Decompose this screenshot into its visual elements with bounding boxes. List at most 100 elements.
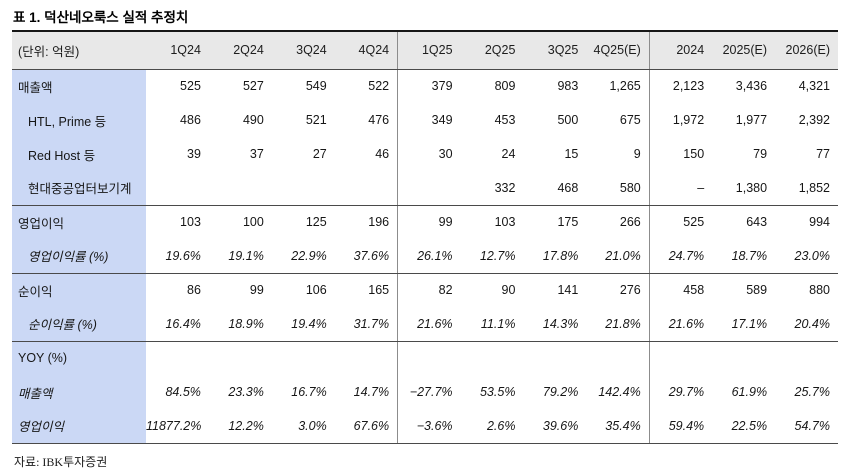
table-body: 매출액 525 527 549 522 379 809 983 1,265 2,123 3,436 4… — [12, 69, 838, 444]
value-cell: 39.6% — [523, 409, 587, 444]
value-cell: 100 — [242, 215, 264, 230]
column-header: 1Q25 — [397, 32, 461, 70]
value-cell: 30 — [397, 137, 461, 171]
row-label: HTL, Prime 등 — [12, 103, 146, 137]
value-cell: 589 — [746, 283, 768, 298]
value-cell: 125 — [305, 215, 327, 230]
column-header: 3Q24 — [271, 32, 335, 70]
row-label: 현대중공업터보기계 — [12, 171, 146, 206]
value-cell: 21.6% — [648, 307, 713, 342]
value-cell: 675 — [619, 113, 641, 127]
value-cell — [712, 341, 775, 375]
value-cell: 99 — [397, 205, 461, 239]
table-row: 영업이익 103 100 125 196 99 103 175 266 525 643 994 — [12, 205, 838, 239]
row-label: Red Host 등 — [12, 137, 146, 171]
value-cell: 103 — [180, 215, 201, 230]
value-cell: 500 — [557, 113, 579, 127]
row-label: 순이익률 (%) — [12, 307, 146, 342]
table-row: 순이익률 (%) 16.4% 18.9% 19.4% 31.7% 21.6% 11.1% 14… — [12, 307, 838, 342]
value-cell: 27 — [312, 147, 327, 161]
value-cell: 103 — [494, 215, 516, 230]
value-cell: 22.9% — [271, 239, 335, 274]
value-cell: 67.6% — [334, 409, 398, 444]
value-cell: 490 — [242, 113, 264, 127]
table-row: 매출액 84.5% 23.3% 16.7% 14.7% −27.7% 53.5% 79.2% 1… — [12, 375, 838, 409]
header-row: (단위: 억원) 1Q24 2Q24 3Q24 4Q24 1Q25 2Q25 3Q25 4Q2… — [12, 32, 838, 70]
row-label: YOY (%) — [12, 341, 146, 375]
value-cell: 54.7% — [775, 409, 838, 444]
value-cell: 12.7% — [460, 239, 524, 274]
value-cell: 19.6% — [146, 239, 209, 274]
value-cell: 17.8% — [523, 239, 587, 274]
value-cell: 20.4% — [775, 307, 838, 342]
table-row: 영업이익률 (%) 19.6% 19.1% 22.9% 37.6% 26.1% 12.7% 1… — [12, 239, 838, 274]
column-header: 2025(E) — [712, 32, 776, 70]
value-cell: 16.7% — [291, 385, 327, 399]
value-cell: 16.4% — [146, 307, 209, 342]
value-cell: 527 — [242, 79, 264, 94]
value-cell: 141 — [557, 283, 579, 298]
value-cell: 18.7% — [712, 239, 776, 274]
value-cell: 994 — [809, 215, 830, 230]
value-cell: 35.4% — [586, 409, 650, 444]
value-cell: 23.0% — [775, 239, 838, 274]
table-row: YOY (%) — [12, 341, 838, 375]
value-cell: 59.4% — [648, 409, 713, 444]
table-row: HTL, Prime 등 486 490 521 476 349 453 500 675 1,97… — [12, 103, 838, 137]
value-cell: 1,265 — [609, 79, 641, 94]
value-cell: 29.7% — [648, 375, 713, 409]
table-row: Red Host 등 39 37 27 46 30 24 15 9 150 79 77 — [12, 137, 838, 171]
value-cell: 525 — [648, 205, 713, 239]
value-cell: 150 — [648, 137, 713, 171]
value-cell: 880 — [809, 283, 830, 298]
value-cell — [461, 341, 524, 375]
value-cell: 379 — [397, 69, 461, 103]
value-cell: 106 — [305, 283, 327, 298]
value-cell: 99 — [249, 283, 264, 298]
value-cell: 15 — [564, 147, 579, 161]
row-label: 매출액 — [12, 375, 146, 409]
value-cell: 4,321 — [798, 79, 830, 94]
value-cell: 522 — [368, 79, 390, 94]
value-cell: 468 — [523, 171, 587, 206]
value-cell: 476 — [368, 113, 390, 127]
value-cell: 549 — [305, 79, 327, 94]
value-cell: 14.7% — [353, 385, 390, 399]
table-row: 영업이익 11877.2% 12.2% 3.0% 67.6% −3.6% 2.6% 39.6%… — [12, 409, 838, 444]
value-cell: 19.1% — [208, 239, 272, 274]
value-cell: 521 — [305, 113, 327, 127]
value-cell: −3.6% — [397, 409, 461, 444]
value-cell: 19.4% — [271, 307, 335, 342]
value-cell: 142.4% — [598, 385, 641, 399]
value-cell: 21.6% — [397, 307, 461, 342]
unit-label: (단위: 억원) — [12, 32, 146, 70]
value-cell: 26.1% — [397, 239, 461, 274]
value-cell: 25.7% — [794, 385, 830, 399]
value-cell: 266 — [619, 215, 641, 230]
column-header: 2024 — [648, 32, 713, 70]
value-cell: 196 — [368, 215, 390, 230]
value-cell: 349 — [397, 103, 461, 137]
value-cell: 809 — [494, 79, 516, 94]
column-header: 4Q24 — [334, 32, 398, 70]
value-cell: 86 — [187, 283, 201, 298]
row-label: 영업이익 — [12, 409, 146, 444]
value-cell — [335, 341, 398, 375]
value-cell — [397, 341, 461, 375]
value-cell: 39 — [187, 147, 201, 161]
value-cell: 2,123 — [648, 69, 713, 103]
value-cell — [146, 341, 209, 375]
value-cell — [397, 171, 461, 206]
value-cell: 37 — [249, 147, 264, 161]
value-cell: 486 — [180, 113, 201, 127]
value-cell: 12.2% — [208, 409, 272, 444]
value-cell: 2.6% — [460, 409, 524, 444]
row-label: 매출액 — [12, 69, 146, 103]
value-cell: 82 — [397, 273, 461, 307]
value-cell: 61.9% — [731, 385, 768, 399]
value-cell — [209, 341, 272, 375]
column-header: 2Q24 — [208, 32, 272, 70]
value-cell — [775, 341, 838, 375]
value-cell: 1,977 — [735, 113, 768, 127]
